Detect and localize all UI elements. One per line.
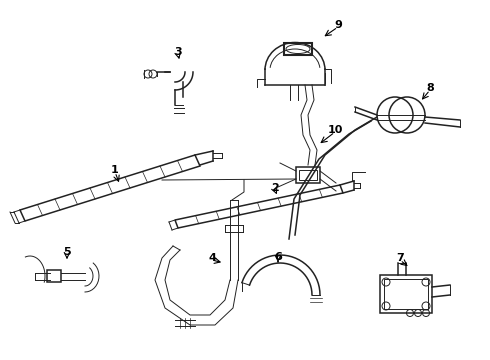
Text: 4: 4 [208,253,216,263]
Text: 9: 9 [334,20,342,30]
Text: 8: 8 [426,83,434,93]
Bar [296,167,320,183]
Bar [299,170,317,180]
Bar [284,43,312,55]
Text: 2: 2 [271,183,279,193]
Text: 1: 1 [111,165,119,175]
Text: 10: 10 [327,125,343,135]
Text: 5: 5 [63,247,71,257]
Text: 6: 6 [274,252,282,262]
Text: 7: 7 [396,253,404,263]
Bar [380,275,432,313]
Bar [384,279,428,309]
Text: 3: 3 [174,47,182,57]
Bar [47,270,61,282]
